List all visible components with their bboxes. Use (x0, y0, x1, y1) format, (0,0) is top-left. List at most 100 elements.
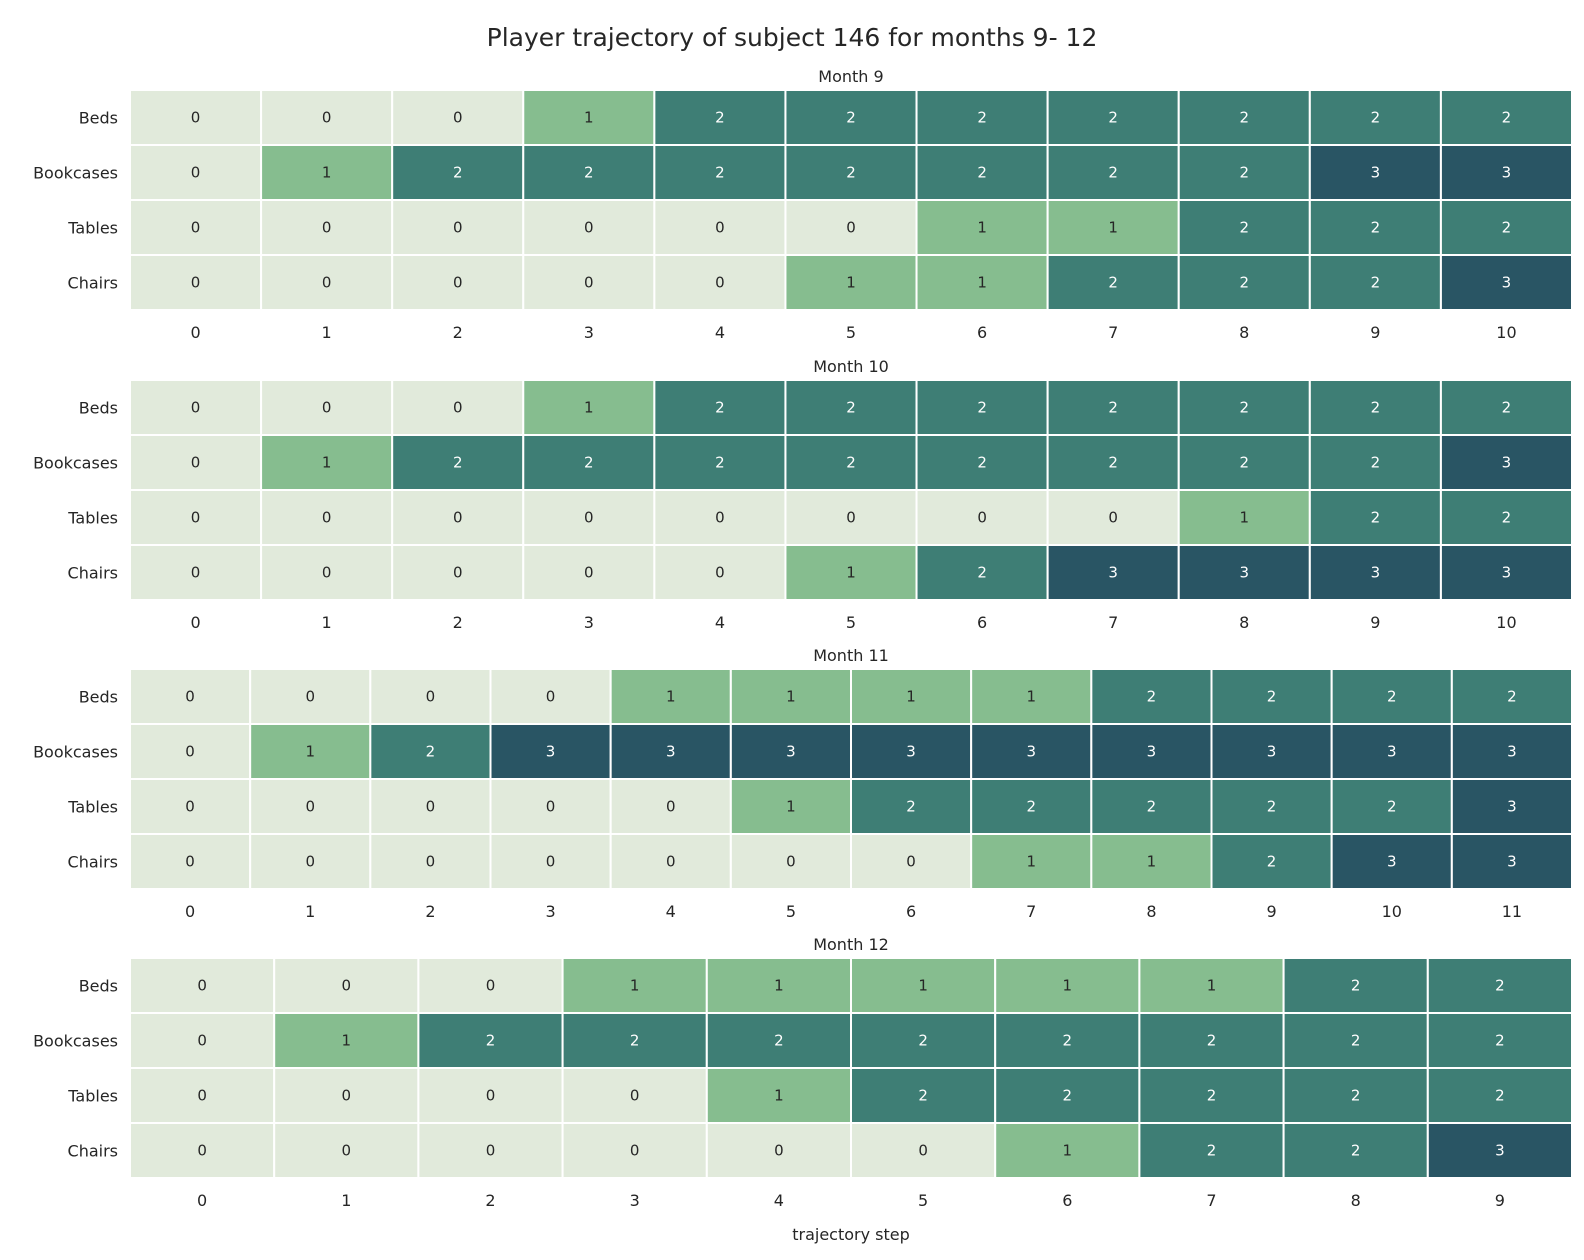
x-tick-label: 9 (1266, 902, 1276, 921)
y-tick-label: Beds (79, 399, 118, 418)
cell-value-label: 0 (584, 274, 594, 292)
heatmap-cell (273, 1012, 420, 1069)
cell-value-label: 1 (305, 743, 315, 761)
cell-value-label: 2 (1207, 1087, 1217, 1105)
heatmap-cell (1308, 489, 1442, 546)
heatmap-cell (850, 833, 973, 890)
cell-value-label: 2 (1502, 399, 1512, 417)
cell-value-label: 1 (1207, 977, 1217, 995)
y-tick-label: Tables (67, 509, 118, 528)
cell-value-label: 1 (977, 219, 987, 237)
y-tick-label: Beds (79, 109, 118, 128)
heatmap-cell (850, 1067, 997, 1124)
panel-title: Month 12 (813, 935, 889, 954)
cell-value-label: 1 (1108, 219, 1118, 237)
heatmap-cell (1177, 254, 1311, 311)
cell-value-label: 1 (342, 1032, 352, 1050)
heatmap-cell (249, 723, 372, 780)
heatmap-cell (1439, 144, 1573, 201)
x-tick-label: 0 (185, 902, 195, 921)
heatmap-cell (273, 1122, 420, 1179)
cell-value-label: 2 (453, 164, 463, 182)
cell-value-label: 0 (191, 454, 201, 472)
heatmap-cell (129, 668, 252, 725)
heatmap-cell (1439, 379, 1573, 436)
heatmap-cell (129, 489, 263, 546)
cell-value-label: 0 (715, 509, 725, 527)
x-tick-label: 0 (190, 323, 200, 342)
heatmap-cell (784, 379, 918, 436)
cell-value-label: 0 (846, 219, 856, 237)
heatmap-cell (129, 1012, 276, 1069)
x-tick-label: 11 (1502, 902, 1522, 921)
x-tick-label: 6 (906, 902, 916, 921)
heatmap-cell (260, 544, 394, 601)
y-tick-label: Chairs (68, 564, 118, 583)
cell-value-label: 0 (774, 1142, 784, 1160)
cell-value-label: 3 (1267, 743, 1277, 761)
x-tick-label: 5 (846, 323, 856, 342)
cell-value-label: 2 (1147, 688, 1157, 706)
cell-value-label: 2 (1267, 688, 1277, 706)
heatmap-cell (970, 778, 1093, 835)
heatmap-cell (729, 778, 852, 835)
heatmap-cell (653, 199, 787, 256)
cell-value-label: 2 (453, 454, 463, 472)
cell-value-label: 0 (191, 399, 201, 417)
cell-value-label: 1 (1063, 1142, 1073, 1160)
cell-value-label: 2 (846, 454, 856, 472)
heatmap-cell (1439, 254, 1573, 311)
x-tick-label: 6 (977, 613, 987, 632)
cell-value-label: 2 (584, 454, 594, 472)
cell-value-label: 0 (486, 1087, 496, 1105)
heatmap-cell (522, 489, 656, 546)
cell-value-label: 0 (191, 274, 201, 292)
x-tick-label: 5 (846, 613, 856, 632)
cell-value-label: 1 (1147, 853, 1157, 871)
cell-value-label: 0 (453, 219, 463, 237)
heatmap-cell (994, 1122, 1141, 1179)
heatmap-cell (1210, 778, 1333, 835)
heatmap-cell (784, 89, 918, 146)
cell-value-label: 0 (453, 399, 463, 417)
heatmap-cell (609, 723, 732, 780)
heatmap-cell (129, 434, 263, 491)
cell-value-label: 2 (1026, 798, 1036, 816)
heatmap-cell (129, 1067, 276, 1124)
heatmap-cell (850, 957, 997, 1014)
cell-value-label: 2 (1351, 977, 1361, 995)
heatmap-cell (1046, 89, 1180, 146)
heatmap-cell (850, 723, 973, 780)
cell-value-label: 0 (715, 219, 725, 237)
cell-value-label: 3 (1371, 564, 1381, 582)
cell-value-label: 3 (1387, 743, 1397, 761)
cell-value-label: 3 (1147, 743, 1157, 761)
cell-value-label: 0 (322, 109, 332, 127)
cell-value-label: 3 (546, 743, 556, 761)
x-tick-label: 7 (1026, 902, 1036, 921)
cell-value-label: 1 (786, 798, 796, 816)
heatmap-cell (1177, 144, 1311, 201)
cell-value-label: 2 (1502, 109, 1512, 127)
heatmap-cell (653, 544, 787, 601)
cell-value-label: 0 (342, 1142, 352, 1160)
cell-value-label: 1 (1026, 688, 1036, 706)
cell-value-label: 0 (630, 1142, 640, 1160)
heatmap-cell (1426, 1122, 1574, 1179)
cell-value-label: 3 (1507, 798, 1517, 816)
x-tick-label: 8 (1239, 323, 1249, 342)
heatmap-cell (1046, 489, 1180, 546)
heatmap-cell (1046, 144, 1180, 201)
cell-value-label: 2 (906, 798, 916, 816)
heatmap-cell (417, 957, 564, 1014)
cell-value-label: 3 (906, 743, 916, 761)
heatmap-cell (1439, 434, 1573, 491)
cell-value-label: 3 (1495, 1142, 1505, 1160)
x-tick-label: 4 (774, 1191, 784, 1210)
cell-value-label: 1 (786, 688, 796, 706)
heatmap-cell (129, 144, 263, 201)
cell-value-label: 0 (666, 853, 676, 871)
cell-value-label: 2 (1207, 1032, 1217, 1050)
y-tick-label: Beds (79, 688, 118, 707)
heatmap-cell (653, 144, 787, 201)
